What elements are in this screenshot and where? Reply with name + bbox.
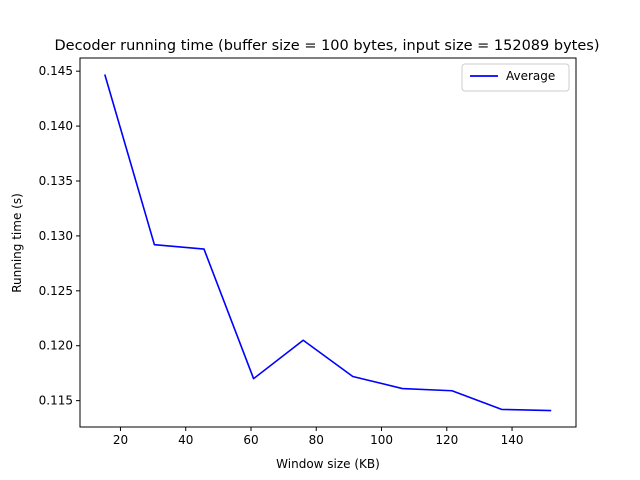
- x-tick-label: 60: [243, 433, 258, 447]
- y-tick-label: 0.145: [39, 64, 73, 78]
- y-tick-label: 0.130: [39, 229, 73, 243]
- y-axis-label: Running time (s): [10, 193, 24, 293]
- x-tick-label: 80: [309, 433, 324, 447]
- plot-area: 20 40 60 80 100 120 140 0.1150.1200.1250.1300.…: [39, 57, 577, 447]
- x-tick-label: 20: [113, 433, 128, 447]
- legend-label-average: Average: [506, 69, 555, 83]
- y-tick-label: 0.135: [39, 174, 73, 188]
- y-tick-label: 0.120: [39, 339, 73, 353]
- chart-title: Decoder running time (buffer size = 100 …: [55, 38, 600, 54]
- x-tick-label: 140: [501, 433, 524, 447]
- x-axis-ticks: 20 40 60 80 100 120 140: [113, 427, 524, 447]
- y-tick-label: 0.115: [39, 394, 73, 408]
- legend-box: [461, 63, 570, 92]
- series-line-average: [104, 74, 552, 412]
- x-tick-label: 100: [370, 433, 393, 447]
- y-tick-label: 0.125: [39, 284, 73, 298]
- axes-frame: [79, 57, 577, 428]
- x-tick-label: 120: [435, 433, 458, 447]
- series-layer: [104, 74, 552, 412]
- legend: Average: [461, 63, 570, 92]
- y-tick-label: 0.140: [39, 119, 73, 133]
- x-tick-label: 40: [178, 433, 193, 447]
- x-axis-label: Window size (KB): [276, 457, 380, 471]
- y-axis-ticks: 0.115 0.120 0.125 0.130 0.135 0.140 0.145: [39, 64, 80, 408]
